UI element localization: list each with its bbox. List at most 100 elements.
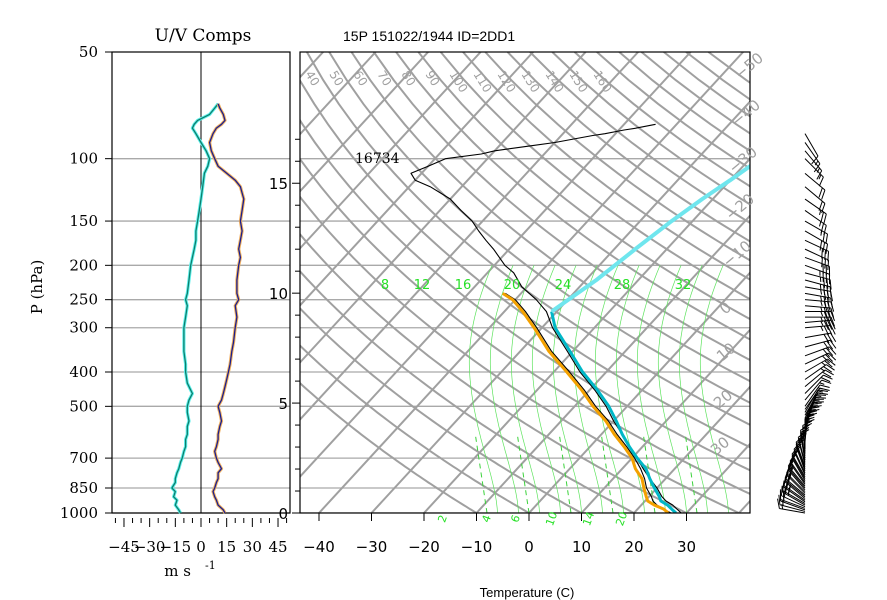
uv-y-tick-label: 400: [69, 363, 98, 381]
moist-adiabat-line: [594, 265, 624, 513]
wind-barb-flag: [817, 389, 828, 392]
dry-adiabat-label: 70: [374, 68, 394, 88]
wind-barb-staff: [804, 387, 821, 410]
wind-barb-half-flag: [819, 209, 822, 216]
mixing-ratio-line: [684, 434, 698, 513]
theta-e-label: 12: [414, 278, 431, 293]
isotherm-line: [300, 52, 692, 479]
wind-barb-staff: [804, 352, 829, 365]
dry-adiabat-line: [618, 52, 750, 153]
wind-barb-half-flag: [820, 368, 826, 372]
wind-barb-staff: [804, 198, 827, 215]
wind-barb-flag: [822, 242, 826, 253]
wind-barb-staff: [804, 264, 830, 275]
uv-series-line-halo: [170, 102, 220, 514]
wind-barb-staff: [799, 430, 806, 456]
uv-components-panel: 501001502002503004005007008501000−45−30−…: [60, 43, 291, 556]
wind-barb-flag: [829, 279, 832, 290]
wind-barb-staff: [804, 220, 828, 235]
isotherm-line: [792, 52, 887, 513]
wind-barb-flag: [820, 377, 831, 383]
wind-barb-staff: [804, 142, 821, 165]
left-x-axis-units-exponent: -1: [205, 559, 216, 572]
wind-barb-staff: [804, 172, 826, 191]
dry-adiabat-line: [462, 52, 750, 281]
theta-e-label: 8: [381, 278, 389, 293]
mixing-ratio-label: 20: [613, 510, 630, 528]
moist-adiabat-line: [489, 265, 519, 513]
dry-adiabat-label: 80: [398, 68, 418, 88]
uv-y-tick-label: 150: [69, 212, 98, 230]
wind-barb-flag: [829, 286, 832, 297]
mixing-ratio-label: 6: [508, 513, 523, 524]
wind-barb-staff: [780, 500, 806, 511]
temperature-tick-label: −10: [461, 538, 493, 556]
wind-barb-staff: [804, 186, 826, 204]
wind-barb-staff: [804, 364, 827, 380]
wind-barb-staff: [804, 292, 831, 299]
wind-barb-staff: [804, 299, 831, 303]
dry-adiabat-line: [395, 52, 750, 341]
wind-barb-staff: [804, 230, 828, 245]
wind-barb-half-flag: [820, 320, 824, 326]
wind-barb-staff: [804, 397, 817, 422]
wind-barb-staff: [804, 279, 831, 288]
wind-barb-staff: [782, 490, 806, 504]
wind-barb-staff: [795, 444, 806, 469]
wind-barb-staff: [791, 455, 806, 479]
wind-barb-flag: [823, 311, 829, 322]
wind-barb-flag: [815, 394, 826, 396]
wind-barb-staff: [795, 446, 806, 471]
wind-barb-half-flag: [820, 326, 824, 332]
isotherm-label: −50: [731, 49, 767, 83]
wind-barb-half-flag: [820, 316, 824, 322]
wind-barb-staff: [784, 481, 806, 499]
wind-barb-staff: [783, 484, 806, 501]
wind-barb-flag: [827, 307, 831, 318]
wind-barb-flag: [777, 498, 780, 509]
left-panel-title: U/V Comps: [155, 26, 252, 46]
wind-barb-flag: [823, 341, 830, 351]
wind-barb-staff: [789, 462, 806, 485]
moist-adiabat-line: [552, 265, 582, 513]
dry-adiabat-line: [300, 195, 740, 513]
wind-barb-staff: [797, 437, 806, 463]
wind-barb-half-flag: [817, 390, 823, 393]
theta-e-label: 20: [504, 278, 521, 293]
wind-barb-flag: [829, 346, 837, 355]
wind-barb-half-flag: [816, 395, 822, 398]
wind-barb-staff: [786, 472, 806, 492]
temperature-tick-label: −30: [356, 538, 388, 556]
wind-barb-flag: [821, 379, 832, 384]
isotherm-label: −40: [728, 96, 764, 130]
dry-adiabat-line: [300, 232, 687, 513]
uv-x-tick-label: −45: [108, 538, 140, 556]
wind-barb-flag: [823, 366, 833, 373]
moist-adiabat-line: [657, 265, 687, 513]
wind-barb-half-flag: [819, 276, 822, 282]
wind-barb-half-flag: [820, 306, 823, 313]
wind-barb-flag: [822, 348, 830, 358]
uv-series-line: [171, 103, 219, 514]
moist-adiabat-line: [636, 265, 666, 513]
wind-barb-flag: [830, 325, 836, 335]
skewt-plot-area: [300, 52, 887, 513]
wind-barb-half-flag: [810, 408, 816, 411]
wind-barb-flag: [824, 369, 834, 376]
wind-barb-flag: [816, 170, 823, 180]
wind-barb-flag: [827, 251, 830, 262]
uv-series-line: [208, 103, 245, 514]
wind-barb-flag: [781, 480, 785, 491]
isotherm-label: −20: [722, 190, 758, 224]
uv-y-tick-label: 300: [69, 319, 98, 337]
wind-barb-flag: [828, 352, 837, 361]
wind-barb-flag: [825, 233, 829, 245]
wind-barb-flag: [823, 284, 826, 295]
wind-barb-flag: [818, 176, 824, 187]
wind-barb-staff: [787, 465, 806, 487]
uv-x-tick-label: −30: [134, 538, 166, 556]
wind-barb-staff: [789, 460, 806, 483]
wind-barb-flag: [830, 316, 836, 327]
wind-barb-flag: [811, 155, 819, 165]
